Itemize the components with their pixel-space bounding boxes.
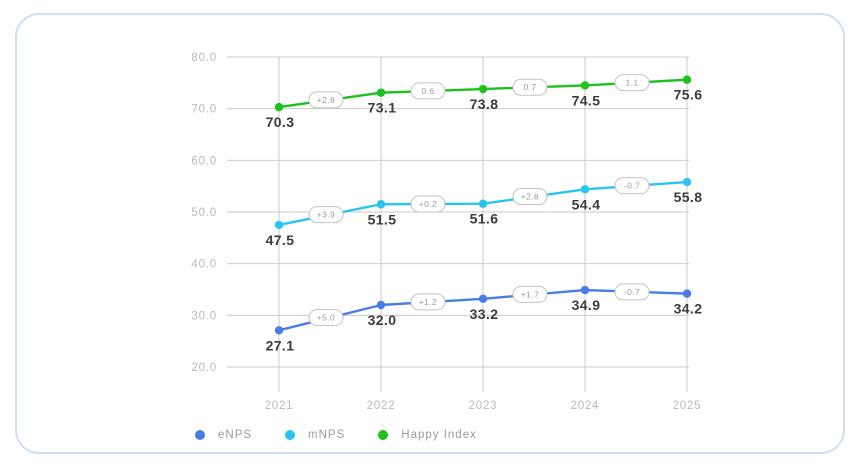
- delta-badge: [614, 74, 650, 92]
- legend-item-mnps[interactable]: mNPS: [285, 429, 345, 441]
- y-tick-label: 80.0: [191, 52, 217, 64]
- delta-badge: [614, 177, 650, 195]
- data-point: [376, 200, 386, 209]
- data-point-value-label: 34.2: [674, 301, 703, 317]
- y-tick-label: 40.0: [191, 259, 217, 271]
- delta-badge-value: -0.7: [624, 287, 640, 297]
- delta-badge: [308, 309, 344, 327]
- legend-label: eNPS: [218, 429, 253, 441]
- delta-badge-value: +2.8: [521, 192, 539, 202]
- delta-badge-value: 0.6: [421, 86, 434, 96]
- data-point-value-label: 73.1: [368, 100, 397, 116]
- data-point-value-label: 75.6: [674, 87, 703, 103]
- data-point: [478, 199, 488, 208]
- data-point-value-label: 32.0: [368, 312, 397, 328]
- delta-badge: [614, 283, 650, 301]
- data-point: [478, 294, 488, 303]
- delta-badge: [410, 293, 446, 311]
- y-tick-label: 30.0: [191, 310, 217, 322]
- line-chart: 80.0 70.0 60.0 50.0 40.0 30.0 20.0 2021 2022 2023…: [191, 52, 703, 412]
- delta-badge: [410, 195, 446, 213]
- delta-badge-value: +5.0: [317, 313, 335, 323]
- delta-badge: [410, 82, 446, 100]
- delta-badge-value: +1.2: [419, 297, 437, 307]
- delta-badge-value: +2.8: [317, 95, 335, 105]
- chart-card: 80.0 70.0 60.0 50.0 40.0 30.0 20.0 2021 2022 2023…: [15, 13, 845, 454]
- y-tick-label: 20.0: [191, 362, 217, 374]
- data-point: [274, 102, 284, 112]
- data-point: [580, 285, 590, 295]
- data-point: [376, 88, 386, 97]
- x-tick-label: 2022: [367, 400, 396, 412]
- legend-item-enps[interactable]: eNPS: [195, 429, 252, 441]
- data-point-value-label: 34.9: [572, 297, 601, 313]
- delta-badge: [308, 206, 344, 224]
- delta-badge: [512, 285, 548, 303]
- delta-badge-value: 0.7: [523, 82, 536, 92]
- data-point-value-label: 51.6: [470, 211, 499, 227]
- data-point: [580, 185, 590, 194]
- delta-badge: [308, 91, 344, 109]
- data-point-value-label: 74.5: [572, 92, 601, 108]
- delta-badge-value: +1.7: [521, 289, 539, 299]
- delta-badge-value: +0.2: [419, 199, 437, 209]
- x-tick-label: 2024: [571, 400, 600, 412]
- data-point: [376, 300, 386, 310]
- data-point: [274, 326, 284, 335]
- data-point-value-label: 27.1: [266, 337, 295, 353]
- data-point: [274, 220, 284, 230]
- delta-badge-value: 1.1: [625, 78, 638, 88]
- legend-item-happy-index[interactable]: Happy Index: [378, 429, 477, 441]
- data-point: [682, 75, 692, 84]
- y-tick-label: 60.0: [191, 155, 217, 167]
- data-point-value-label: 55.8: [674, 189, 703, 205]
- data-point-value-label: 33.2: [470, 306, 499, 322]
- delta-badge-value: +3.9: [317, 210, 335, 220]
- delta-badge: [512, 188, 548, 205]
- delta-badge-value: -0.7: [624, 181, 640, 191]
- happy-index-legend-dot-icon: [378, 430, 389, 440]
- enps-legend-dot-icon: [195, 430, 205, 440]
- data-point-value-label: 73.8: [470, 96, 499, 112]
- data-point-value-label: 54.4: [572, 196, 601, 212]
- data-point-value-label: 51.5: [368, 211, 397, 227]
- data-point: [478, 84, 488, 94]
- data-point-value-label: 47.5: [266, 232, 295, 248]
- data-point: [682, 177, 692, 187]
- data-point: [682, 289, 692, 298]
- legend-label: mNPS: [308, 429, 346, 441]
- x-tick-label: 2025: [673, 400, 702, 412]
- data-point-value-label: 70.3: [266, 114, 295, 130]
- legend-label: Happy Index: [401, 429, 477, 441]
- y-tick-label: 70.0: [191, 104, 217, 116]
- delta-badge: [512, 78, 548, 96]
- x-tick-label: 2023: [469, 400, 498, 412]
- x-tick-label: 2021: [265, 400, 294, 412]
- y-tick-label: 50.0: [191, 207, 217, 219]
- mnps-legend-dot-icon: [285, 430, 296, 440]
- chart-legend: eNPS mNPS Happy Index: [195, 429, 477, 441]
- data-point: [580, 81, 590, 90]
